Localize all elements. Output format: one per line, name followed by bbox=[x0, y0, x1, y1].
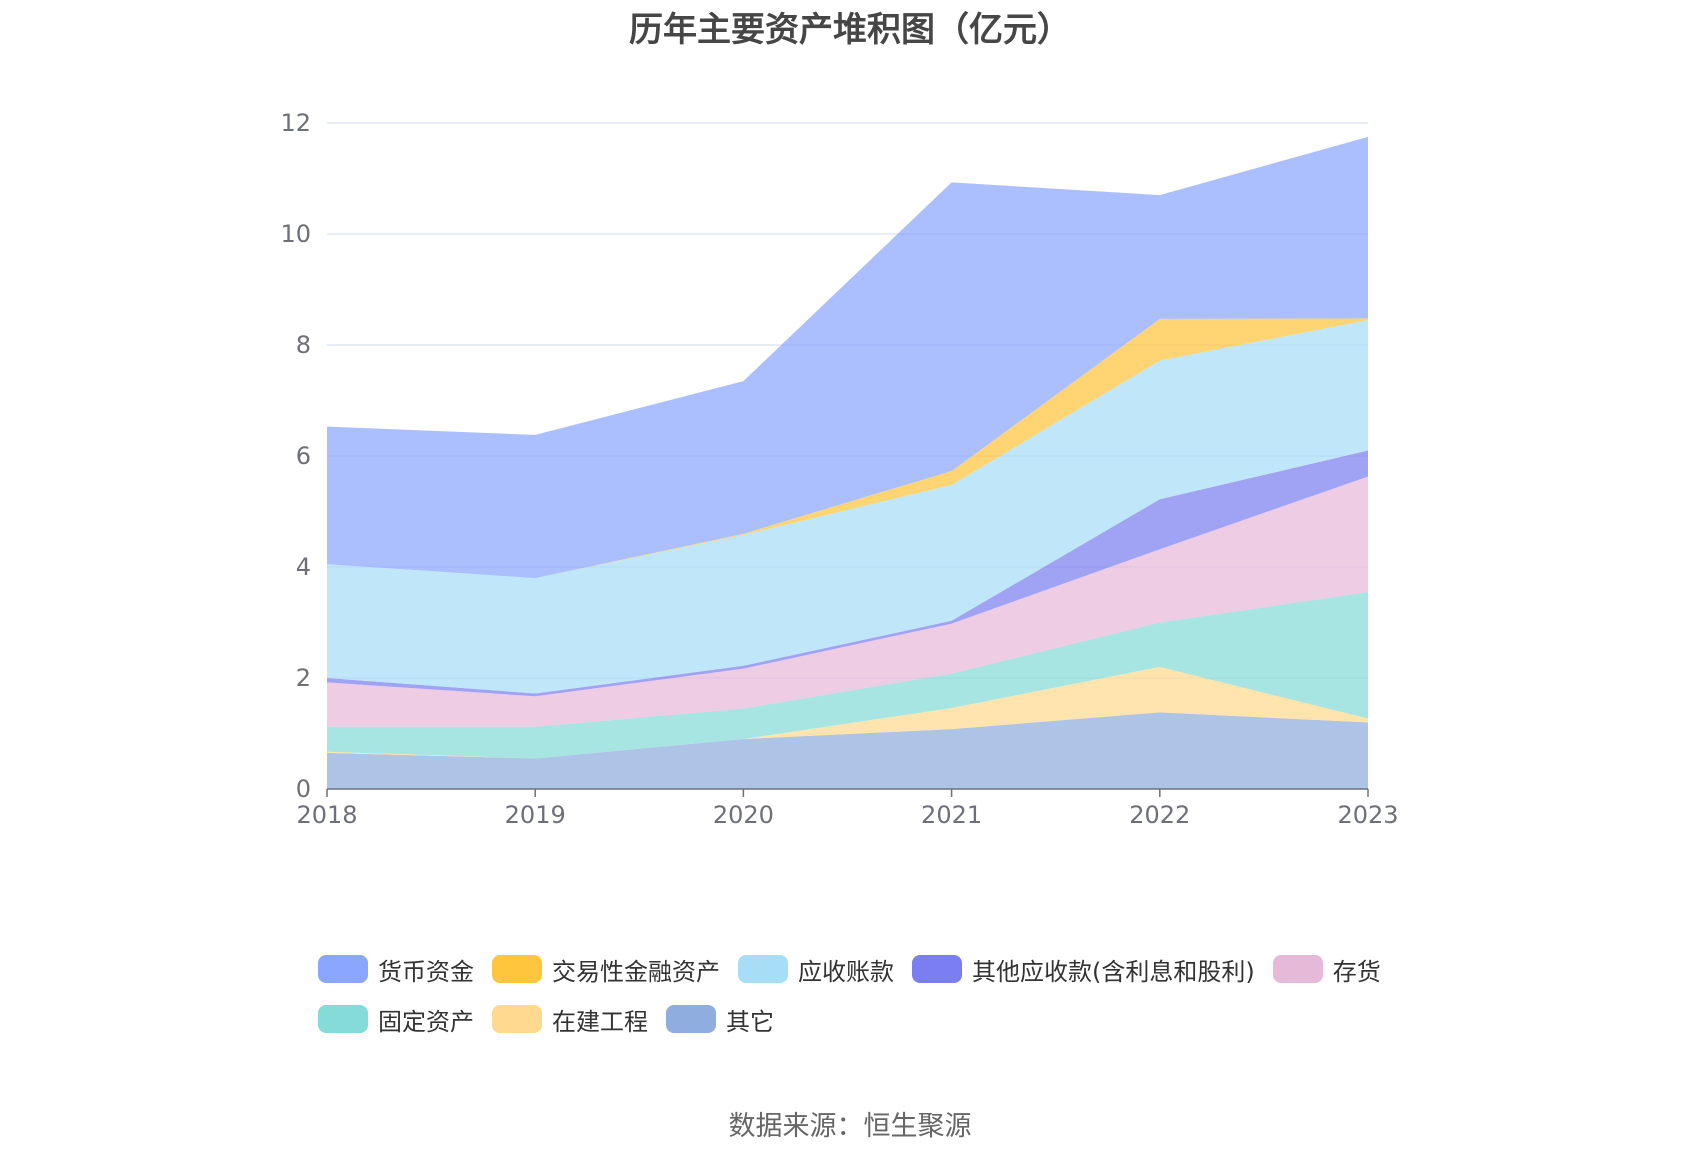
legend-label: 存货 bbox=[1332, 957, 1381, 986]
legend-label: 货币资金 bbox=[378, 957, 474, 986]
legend-swatch bbox=[738, 955, 788, 983]
y-tick-label: 0 bbox=[296, 775, 311, 803]
legend-item[interactable]: 应收账款 bbox=[738, 955, 894, 986]
area-series-7[interactable] bbox=[327, 136, 1368, 579]
y-tick-label: 2 bbox=[296, 664, 311, 692]
legend-swatch bbox=[492, 955, 542, 983]
legend-swatch bbox=[492, 1005, 542, 1033]
legend-item[interactable]: 货币资金 bbox=[318, 955, 474, 986]
chart-title: 历年主要资产堆积图（亿元） bbox=[629, 10, 1071, 50]
legend-label: 其它 bbox=[726, 1007, 774, 1036]
legend-label: 在建工程 bbox=[552, 1007, 648, 1036]
legend-label: 固定资产 bbox=[378, 1007, 474, 1036]
area-series-4[interactable] bbox=[327, 450, 1368, 697]
legend-swatch bbox=[318, 1005, 368, 1033]
legend-label: 交易性金融资产 bbox=[552, 957, 720, 986]
legend-item[interactable]: 其他应收款(含利息和股利) bbox=[912, 955, 1255, 986]
legend-swatch bbox=[912, 955, 962, 983]
legend-item[interactable]: 其它 bbox=[666, 1005, 774, 1036]
data-source-note: 数据来源：恒生聚源 bbox=[728, 1111, 972, 1142]
area-series-0[interactable] bbox=[327, 712, 1368, 789]
area-series-3[interactable] bbox=[327, 476, 1368, 727]
x-tick-label: 2019 bbox=[505, 801, 566, 829]
x-tick-label: 2023 bbox=[1337, 801, 1398, 829]
y-tick-label: 8 bbox=[296, 331, 311, 359]
legend-item[interactable]: 在建工程 bbox=[492, 1005, 648, 1036]
y-tick-label: 6 bbox=[296, 442, 311, 470]
area-series-2[interactable] bbox=[327, 592, 1368, 759]
area-series-5[interactable] bbox=[327, 320, 1368, 694]
legend-swatch bbox=[318, 955, 368, 983]
y-tick-label: 12 bbox=[280, 109, 311, 137]
legend-swatch bbox=[666, 1005, 716, 1033]
x-tick-label: 2021 bbox=[921, 801, 982, 829]
legend-item[interactable]: 存货 bbox=[1272, 955, 1381, 986]
x-tick-label: 2022 bbox=[1129, 801, 1190, 829]
area-series-6[interactable] bbox=[327, 318, 1368, 579]
y-tick-label: 4 bbox=[296, 553, 311, 581]
legend-label: 应收账款 bbox=[798, 957, 894, 986]
x-tick-label: 2018 bbox=[296, 801, 357, 829]
axes: 0 2 4 6 8 10 12 2018 2019 2020 2021 2022 2023 bbox=[280, 109, 1398, 829]
legend-item[interactable]: 固定资产 bbox=[318, 1005, 474, 1036]
legend-item[interactable]: 交易性金融资产 bbox=[492, 955, 720, 986]
area-series-1[interactable] bbox=[327, 666, 1368, 759]
legend: 货币资金 交易性金融资产 应收账款 其他应收款(含利息和股利) 存货固定资产 在建工程 其它 bbox=[318, 955, 1498, 1036]
legend-label: 其他应收款(含利息和股利) bbox=[972, 957, 1255, 986]
legend-swatch bbox=[1272, 955, 1323, 983]
x-tick-label: 2020 bbox=[713, 801, 774, 829]
area-series bbox=[327, 136, 1368, 789]
y-tick-label: 10 bbox=[280, 220, 311, 248]
